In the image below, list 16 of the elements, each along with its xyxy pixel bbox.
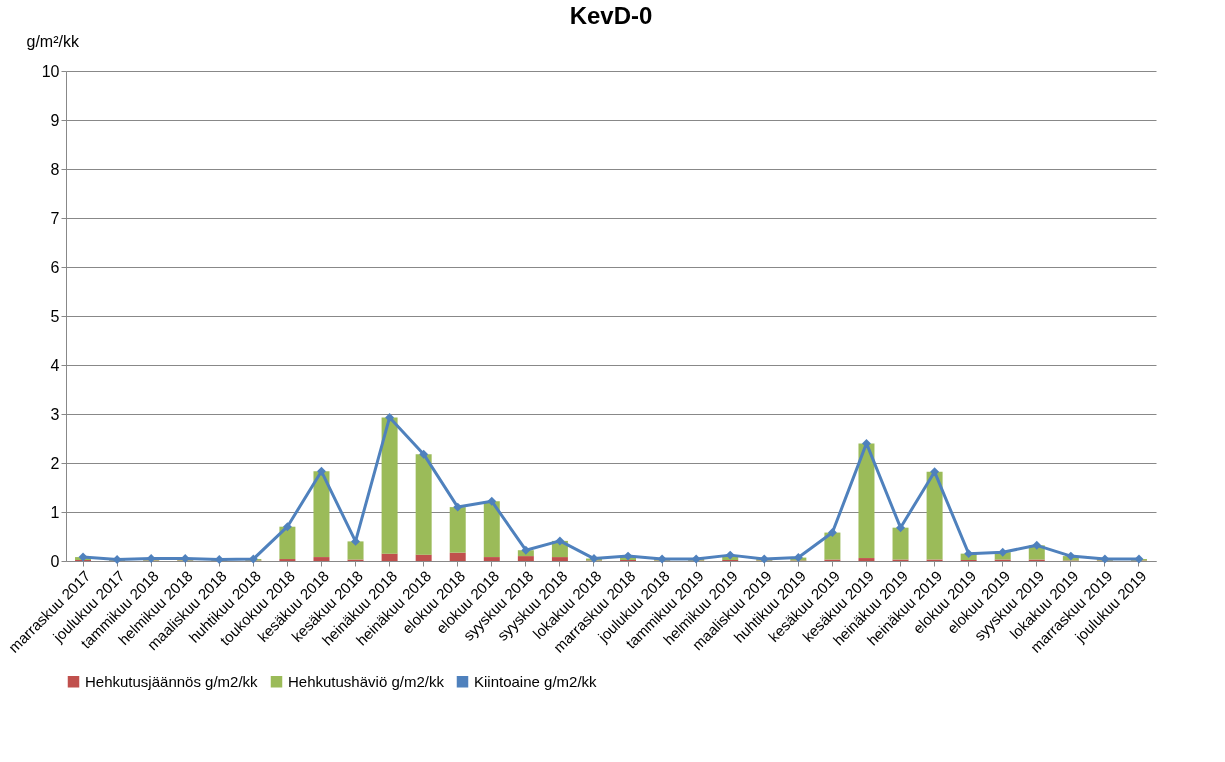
chart-title: KevD-0 [569, 2, 653, 29]
legend-label: Kiintoaine g/m2/kk [474, 672, 598, 690]
y-tick-label: 4 [50, 356, 60, 374]
y-tick-label: 6 [50, 258, 60, 276]
y-tick-label: 1 [50, 503, 60, 521]
y-tick-label: 9 [50, 111, 60, 129]
y-tick-label: 5 [50, 307, 60, 325]
legend-label: Hehkutusjäännös g/m2/kk [85, 672, 259, 690]
y-axis-title: g/m²/kk [26, 32, 80, 50]
y-tick-label: 8 [50, 160, 60, 178]
y-tick-label: 3 [50, 405, 60, 423]
y-tick-label: 7 [50, 209, 60, 227]
y-tick-label: 2 [50, 454, 60, 472]
y-tick-label: 0 [50, 552, 60, 570]
legend-label: Hehkutushäviö g/m2/kk [288, 672, 445, 690]
y-tick-label: 10 [41, 62, 60, 80]
